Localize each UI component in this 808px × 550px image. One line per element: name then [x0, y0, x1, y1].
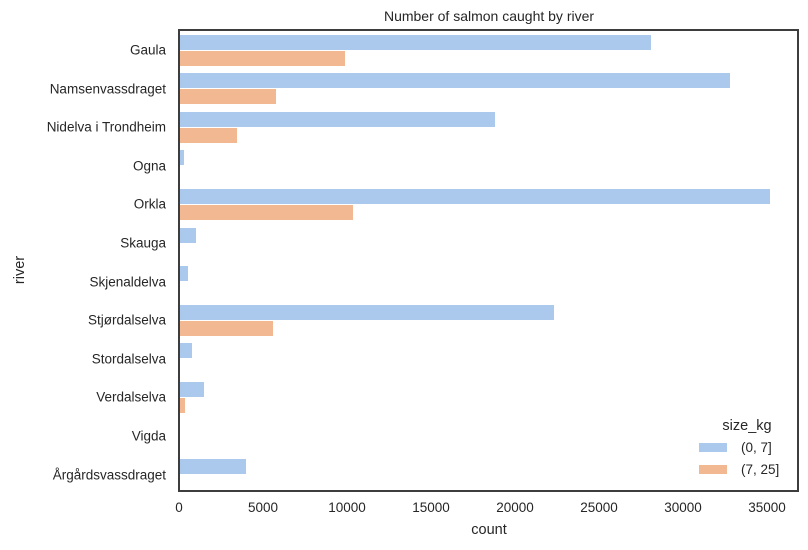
bar-small [180, 227, 196, 243]
bar-small [180, 34, 652, 50]
bar-small [180, 266, 189, 282]
bar-small [180, 111, 495, 127]
bar-large [180, 204, 354, 220]
y-tick-label: Gaula [129, 42, 166, 58]
y-tick-label: Vigda [131, 428, 166, 444]
bar-small [180, 343, 192, 359]
y-tick-label: Orkla [133, 196, 166, 212]
x-tick-label: 25000 [580, 500, 618, 515]
y-tick-label: Nidelva i Trondheim [46, 119, 166, 135]
x-tick-label: 5000 [247, 500, 279, 515]
x-axis-title: count [471, 522, 507, 538]
y-tick-label: Årgårdsvassdraget [52, 467, 166, 483]
x-tick-label: 35000 [748, 500, 786, 515]
x-tick-label: 15000 [412, 500, 450, 515]
x-tick-label: 20000 [496, 500, 534, 515]
bar-large [180, 50, 345, 66]
plot-area [178, 29, 799, 492]
bar-large [180, 127, 238, 143]
y-tick-label: Stjørdalselva [87, 312, 166, 328]
x-tick-label: 0 [175, 500, 183, 515]
y-axis-title: river [12, 255, 28, 285]
y-tick-label: Namsenvassdraget [49, 81, 166, 97]
bar-large [180, 89, 276, 105]
y-tick-label: Ogna [132, 158, 166, 174]
legend-title: size_kg [722, 418, 772, 434]
legend: size_kg (0, 7] (7, 25] [690, 418, 796, 478]
legend-swatch-orange [699, 465, 727, 474]
y-tick-label: Verdalselva [96, 389, 166, 405]
bar-small [180, 150, 185, 166]
legend-item-small: (0, 7] [690, 439, 796, 456]
bar-large [180, 320, 274, 336]
legend-item-large: (7, 25] [690, 461, 796, 478]
bar-small [180, 381, 205, 397]
legend-label: (7, 25] [741, 462, 780, 477]
y-tick-label: Skjenaldelva [89, 274, 166, 290]
x-tick-label: 30000 [664, 500, 702, 515]
y-tick-label: Skauga [120, 235, 166, 251]
legend-label: (0, 7] [741, 440, 772, 455]
bar-small [180, 73, 731, 89]
legend-swatch-blue [699, 443, 727, 452]
bar-small [180, 188, 770, 204]
x-tick-label: 10000 [328, 500, 366, 515]
bar-small [180, 459, 247, 475]
chart-title: Number of salmon caught by river [383, 8, 595, 24]
y-tick-label: Stordalselva [91, 351, 166, 367]
bar-large [180, 397, 186, 413]
bar-small [180, 304, 554, 320]
